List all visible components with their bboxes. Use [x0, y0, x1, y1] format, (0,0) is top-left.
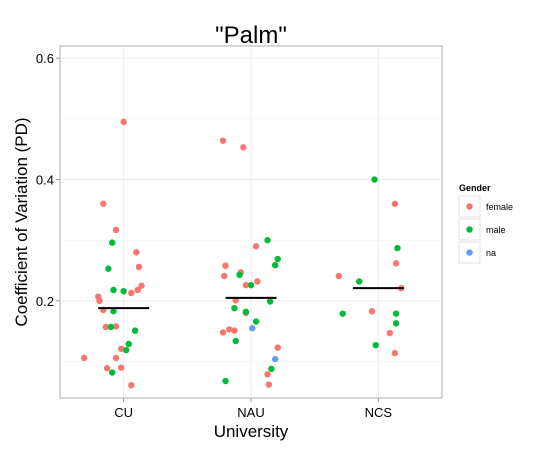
data-point-male — [372, 342, 379, 349]
data-point-male — [125, 340, 132, 348]
data-point-male — [247, 281, 255, 289]
data-point-female — [120, 118, 127, 126]
data-point-female — [138, 282, 145, 289]
y-axis-title: Coefficient of Variation (PD) — [12, 117, 31, 326]
data-point-female — [80, 354, 88, 362]
data-point-female — [391, 349, 399, 357]
data-point-female — [135, 263, 143, 271]
data-point-female — [112, 226, 120, 234]
data-point-male — [109, 239, 116, 246]
data-point-female — [274, 344, 281, 351]
y-tick-label: 0.4 — [36, 173, 54, 188]
y-tick-label: 0.6 — [36, 51, 54, 66]
data-point-male — [394, 244, 401, 252]
y-axis-ticks: 0.2 0.4 0.6 — [36, 51, 60, 309]
x-axis-title: University — [214, 422, 289, 441]
data-point-male — [392, 320, 400, 327]
data-point-female — [386, 329, 393, 337]
data-point-male — [110, 286, 117, 294]
data-point-male — [222, 377, 229, 385]
data-point-female — [117, 364, 125, 371]
data-point-male — [392, 310, 400, 317]
data-point-male — [268, 365, 275, 373]
data-point-female — [117, 345, 125, 353]
data-point-female — [102, 323, 110, 331]
data-points — [80, 118, 405, 389]
data-point-na — [249, 325, 256, 332]
data-point-male — [110, 308, 117, 315]
data-point-male — [232, 337, 239, 345]
data-point-female — [335, 272, 343, 280]
data-point-female — [134, 286, 141, 294]
data-point-female — [252, 243, 260, 250]
data-point-male — [271, 261, 279, 269]
data-point-male — [266, 298, 274, 305]
legend-title: Gender — [459, 183, 491, 193]
data-point-female — [254, 278, 261, 285]
data-point-male — [109, 369, 116, 376]
y-tick-label: 0.2 — [36, 294, 54, 309]
data-point-female — [103, 365, 111, 372]
data-point-female — [128, 289, 135, 297]
data-point-female — [231, 327, 238, 334]
x-tick-label: CU — [114, 405, 133, 420]
data-point-female — [219, 329, 227, 336]
data-point-female — [240, 144, 247, 151]
legend-key-swatch — [466, 226, 473, 233]
data-point-female — [128, 382, 135, 389]
legend-key-swatch — [466, 249, 473, 256]
data-point-female — [391, 200, 399, 207]
data-point-male — [339, 310, 346, 317]
data-point-female — [242, 281, 250, 289]
data-point-female — [265, 381, 273, 388]
data-point-male — [264, 237, 271, 244]
data-point-female — [226, 326, 233, 333]
data-point-male — [242, 308, 250, 316]
median-lines — [98, 287, 404, 310]
data-point-female — [96, 297, 103, 305]
legend: Gender female male na — [458, 183, 513, 264]
legend-label: male — [486, 225, 506, 235]
data-point-male — [371, 176, 378, 183]
data-point-male — [131, 327, 139, 334]
data-point-na — [271, 355, 279, 363]
data-point-female — [112, 354, 120, 362]
data-point-female — [221, 272, 228, 280]
data-point-female — [112, 323, 120, 330]
data-point-female — [264, 371, 271, 378]
x-tick-label: NAU — [237, 405, 264, 420]
data-point-female — [133, 249, 140, 256]
data-point-female — [392, 260, 400, 267]
legend-label: na — [486, 248, 496, 258]
data-point-male — [123, 346, 130, 354]
data-point-male — [236, 271, 243, 278]
x-axis-ticks: CU NAU NCS — [114, 398, 392, 420]
x-tick-label: NCS — [365, 405, 393, 420]
legend-key-swatch — [466, 203, 473, 210]
data-point-female — [219, 137, 227, 144]
data-point-male — [231, 304, 238, 312]
data-point-male — [252, 318, 260, 325]
data-point-female — [222, 262, 229, 269]
data-point-male — [356, 278, 363, 285]
data-point-female — [100, 200, 107, 207]
data-point-male — [107, 323, 115, 331]
data-point-male — [105, 265, 112, 272]
data-point-male — [120, 287, 127, 295]
data-point-male — [274, 255, 281, 263]
legend-label: female — [486, 202, 513, 212]
chart-title: "Palm" — [215, 22, 287, 49]
data-point-female — [368, 308, 376, 315]
